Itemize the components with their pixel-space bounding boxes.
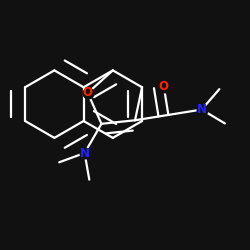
Text: N: N <box>197 103 207 116</box>
Text: O: O <box>83 86 93 100</box>
Text: N: N <box>80 146 90 160</box>
Text: O: O <box>159 80 169 93</box>
